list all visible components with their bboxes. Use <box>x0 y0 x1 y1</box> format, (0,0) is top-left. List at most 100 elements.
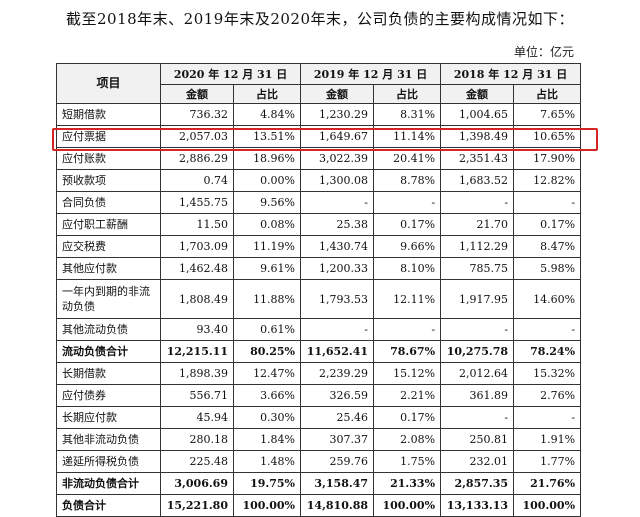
row-label: 非流动负债合计 <box>56 472 161 495</box>
header-amount: 金额 <box>160 84 234 104</box>
cell-amount-2019: 14,810.88 <box>300 494 375 517</box>
table-row: 其他非流动负债 280.18 1.84% 307.37 2.08% 250.81… <box>56 428 582 451</box>
cell-ratio-2020: 1.84% <box>232 428 302 451</box>
cell-ratio-2020: 3.66% <box>232 384 302 407</box>
cell-ratio-2018: 14.60% <box>513 279 582 319</box>
table-row: 一年内到期的非流动负债 1,808.49 11.88% 1,793.53 12.… <box>56 279 582 319</box>
cell-amount-2020: 1,462.48 <box>160 257 234 280</box>
table-row: 长期应付款 45.94 0.30% 25.46 0.17% - - <box>56 406 582 429</box>
cell-ratio-2018: 2.76% <box>513 384 582 407</box>
cell-ratio-2018: 17.90% <box>513 147 582 170</box>
cell-amount-2020: 0.74 <box>160 169 234 192</box>
cell-ratio-2018: - <box>513 318 582 341</box>
cell-ratio-2020: 11.19% <box>232 235 302 258</box>
cell-amount-2019: 1,230.29 <box>300 103 375 126</box>
cell-ratio-2018: - <box>513 191 582 214</box>
intro-text: 截至2018年末、2019年末及2020年末，公司负债的主要构成情况如下： <box>65 10 575 28</box>
cell-amount-2019: 1,200.33 <box>300 257 375 280</box>
row-label: 应付职工薪酬 <box>56 213 161 236</box>
cell-amount-2018: 232.01 <box>440 450 515 473</box>
cell-ratio-2019: - <box>373 191 442 214</box>
table-row: 应付账款 2,886.29 18.96% 3,022.39 20.41% 2,3… <box>56 147 582 170</box>
table-row: 合同负债 1,455.75 9.56% - - - - <box>56 191 582 214</box>
cell-amount-2018: 250.81 <box>440 428 515 451</box>
cell-amount-2018: 13,133.13 <box>440 494 515 517</box>
table-row: 应交税费 1,703.09 11.19% 1,430.74 9.66% 1,11… <box>56 235 582 258</box>
row-label: 其他应付款 <box>56 257 161 280</box>
cell-ratio-2018: 5.98% <box>513 257 582 280</box>
table-row: 预收款项 0.74 0.00% 1,300.08 8.78% 1,683.52 … <box>56 169 582 192</box>
cell-ratio-2020: 0.08% <box>232 213 302 236</box>
cell-ratio-2019: 2.21% <box>373 384 442 407</box>
cell-ratio-2019: 20.41% <box>373 147 442 170</box>
cell-ratio-2019: 0.17% <box>373 213 442 236</box>
cell-amount-2018: - <box>440 191 515 214</box>
row-label: 合同负债 <box>56 191 161 214</box>
cell-amount-2018: - <box>440 406 515 429</box>
row-label: 应付票据 <box>56 125 161 148</box>
row-label: 短期借款 <box>56 103 161 126</box>
cell-ratio-2020: 0.00% <box>232 169 302 192</box>
cell-ratio-2018: 78.24% <box>513 340 582 363</box>
table-row: 短期借款 736.32 4.84% 1,230.29 8.31% 1,004.6… <box>56 103 582 126</box>
header-year-2019: 2019 年 12 月 31 日 <box>300 63 442 85</box>
cell-amount-2019: 1,649.67 <box>300 125 375 148</box>
cell-amount-2018: 2,857.35 <box>440 472 515 495</box>
cell-amount-2019: 1,430.74 <box>300 235 375 258</box>
table-row: 递延所得税负债 225.48 1.48% 259.76 1.75% 232.01… <box>56 450 582 473</box>
cell-amount-2018: - <box>440 318 515 341</box>
cell-ratio-2020: 18.96% <box>232 147 302 170</box>
cell-amount-2020: 93.40 <box>160 318 234 341</box>
cell-ratio-2019: 15.12% <box>373 362 442 385</box>
cell-amount-2018: 1,398.49 <box>440 125 515 148</box>
cell-amount-2019: - <box>300 318 375 341</box>
cell-ratio-2018: - <box>513 406 582 429</box>
cell-ratio-2020: 9.61% <box>232 257 302 280</box>
row-label: 其他非流动负债 <box>56 428 161 451</box>
header-year-2020: 2020 年 12 月 31 日 <box>159 63 302 85</box>
cell-ratio-2019: 9.66% <box>373 235 442 258</box>
cell-ratio-2019: 21.33% <box>373 472 442 495</box>
cell-amount-2020: 556.71 <box>160 384 234 407</box>
cell-amount-2018: 361.89 <box>440 384 515 407</box>
cell-ratio-2018: 10.65% <box>513 125 582 148</box>
cell-ratio-2019: 0.17% <box>373 406 442 429</box>
cell-amount-2019: 11,652.41 <box>300 340 375 363</box>
cell-ratio-2020: 4.84% <box>232 103 302 126</box>
cell-amount-2020: 1,808.49 <box>160 279 234 319</box>
cell-ratio-2018: 21.76% <box>513 472 582 495</box>
table-row: 其他流动负债 93.40 0.61% - - - - <box>56 318 582 341</box>
subtotal-row: 流动负债合计 12,215.11 80.25% 11,652.41 78.67%… <box>56 340 582 363</box>
cell-amount-2019: 2,239.29 <box>300 362 375 385</box>
header-ratio: 占比 <box>513 84 582 104</box>
cell-amount-2020: 12,215.11 <box>160 340 234 363</box>
cell-ratio-2020: 0.30% <box>232 406 302 429</box>
row-label: 应付账款 <box>56 147 161 170</box>
cell-ratio-2020: 80.25% <box>232 340 302 363</box>
cell-ratio-2019: 8.78% <box>373 169 442 192</box>
header-ratio: 占比 <box>232 84 302 104</box>
table-row: 应付票据 2,057.03 13.51% 1,649.67 11.14% 1,3… <box>56 125 582 148</box>
cell-amount-2020: 11.50 <box>160 213 234 236</box>
cell-ratio-2020: 0.61% <box>232 318 302 341</box>
cell-amount-2019: 1,300.08 <box>300 169 375 192</box>
cell-amount-2019: 25.46 <box>300 406 375 429</box>
cell-ratio-2018: 1.77% <box>513 450 582 473</box>
header-item: 项目 <box>56 63 161 104</box>
cell-amount-2018: 1,683.52 <box>440 169 515 192</box>
cell-amount-2020: 2,886.29 <box>160 147 234 170</box>
table-row: 应付职工薪酬 11.50 0.08% 25.38 0.17% 21.70 0.1… <box>56 213 582 236</box>
table-row: 应付债券 556.71 3.66% 326.59 2.21% 361.89 2.… <box>56 384 582 407</box>
subtotal-row: 非流动负债合计 3,006.69 19.75% 3,158.47 21.33% … <box>56 472 582 495</box>
header-year-2018: 2018 年 12 月 31 日 <box>440 63 582 85</box>
cell-amount-2019: - <box>300 191 375 214</box>
unit-label: 单位：亿元 <box>513 45 574 59</box>
row-label: 负债合计 <box>56 494 161 517</box>
cell-amount-2018: 785.75 <box>440 257 515 280</box>
cell-ratio-2019: 1.75% <box>373 450 442 473</box>
cell-ratio-2018: 12.82% <box>513 169 582 192</box>
cell-amount-2020: 3,006.69 <box>160 472 234 495</box>
table-row: 其他应付款 1,462.48 9.61% 1,200.33 8.10% 785.… <box>56 257 582 280</box>
total-row: 负债合计 15,221.80 100.00% 14,810.88 100.00%… <box>56 494 582 517</box>
cell-amount-2018: 21.70 <box>440 213 515 236</box>
